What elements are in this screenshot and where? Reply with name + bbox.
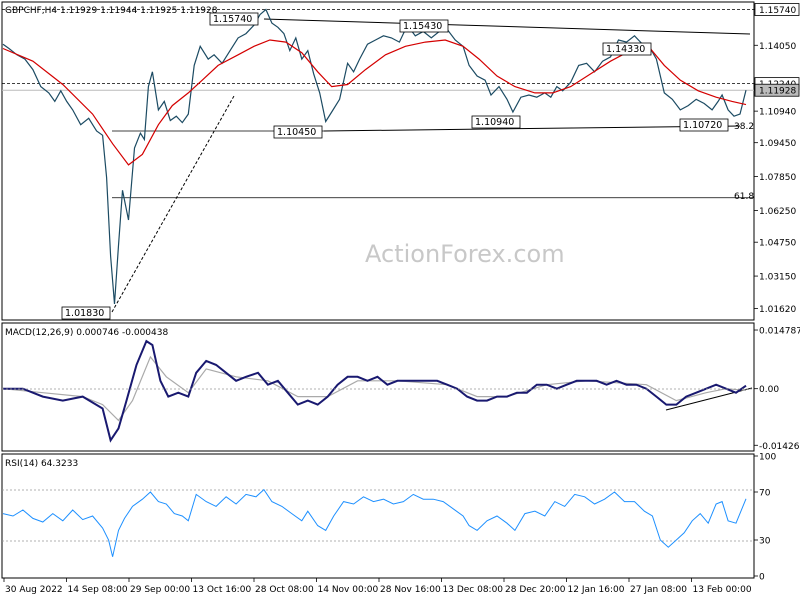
price-panel-frame (1, 1, 755, 321)
channel-lower-line (323, 125, 741, 132)
x-tick-label-4: 28 Oct 08:00 (255, 585, 314, 595)
rsi-y-axis: 100 70 30 0 (754, 453, 776, 583)
annotation-1-15430: 1.15430 (399, 19, 449, 33)
price-y-tick-box-0 (754, 3, 800, 16)
x-tick-label-11: 13 Feb 00:00 (693, 585, 752, 595)
macd-y-tick-label-1: 0.00 (759, 385, 779, 395)
price-y-axis: 1.157401.140501.122401.119281.109401.094… (754, 3, 800, 315)
annotation-1-10720: 1.10720 (679, 118, 729, 132)
channel-upper-line (263, 18, 751, 35)
annotation-1-01830: 1.01830 (61, 306, 111, 320)
annotation-1-14330: 1.14330 (602, 42, 652, 56)
rsi-y-tick-label-0: 100 (759, 453, 776, 463)
watermark: ActionForex.com (365, 240, 565, 268)
x-tick-label-1: 14 Sep 08:00 (68, 585, 128, 595)
annotation-1-15430-text: 1.15430 (403, 21, 442, 32)
annotation-1-15740: 1.15740 (209, 12, 259, 26)
rsi-y-tick-label-3: 0 (759, 573, 765, 583)
annotation-1-15740-text: 1.15740 (213, 14, 252, 25)
x-tick-label-5: 14 Nov 00:00 (318, 585, 379, 595)
price-y-tick-label-4: 1.10940 (759, 108, 796, 118)
x-tick-label-9: 12 Jan 16:00 (568, 585, 625, 595)
x-tick-label-3: 13 Oct 16:00 (193, 585, 252, 595)
rising-trendline (111, 95, 235, 313)
rsi-y-tick-label-1: 70 (759, 489, 771, 499)
annotation-1-14330-text: 1.14330 (606, 44, 645, 55)
annotation-1-01830-text: 1.01830 (65, 308, 104, 319)
x-tick-label-8: 28 Dec 20:00 (505, 585, 566, 595)
annotation-1-10450-text: 1.10450 (277, 127, 316, 138)
rsi-series-line (2, 488, 747, 557)
rsi-panel-frame (1, 453, 755, 579)
annotation-1-10940-text: 1.10940 (475, 117, 514, 128)
price-y-tick-label-3: 1.11928 (759, 87, 796, 97)
rsi-panel-title: RSI(14) 64.3233 (5, 459, 78, 469)
fib-38-label: 38.2 (734, 122, 754, 132)
rsi-y-tick-label-2: 30 (759, 537, 771, 547)
price-y-tick-label-1: 1.14050 (759, 42, 796, 52)
annotation-1-10720-text: 1.10720 (683, 120, 722, 131)
x-tick-label-10: 27 Jan 08:00 (630, 585, 687, 595)
price-y-tick-label-0: 1.15740 (759, 6, 796, 16)
price-y-tick-label-8: 1.04750 (759, 239, 796, 249)
x-tick-label-2: 29 Sep 00:00 (130, 585, 190, 595)
time-x-axis: 30 Aug 2022 14 Sep 08:00 29 Sep 00:00 13 Oc… (3, 578, 752, 595)
x-tick-label-7: 13 Dec 08:00 (443, 585, 504, 595)
price-y-tick-label-5: 1.09450 (759, 139, 796, 149)
macd-panel-frame (1, 322, 755, 452)
price-y-tick-label-7: 1.06250 (759, 207, 796, 217)
macd-panel-title: MACD(12,26,9) 0.000746 -0.000438 (5, 328, 168, 338)
price-y-tick-label-10: 1.01620 (759, 305, 796, 315)
fib-61-label: 61.8 (734, 192, 754, 202)
price-panel-title: GBPCHF,H4 1.11929 1.11944 1.11925 1.1192… (5, 6, 218, 16)
price-y-tick-label-9: 1.03150 (759, 273, 796, 283)
annotation-1-10450: 1.10450 (273, 125, 323, 139)
annotation-1-10940: 1.10940 (471, 115, 521, 129)
macd-y-tick-label-2: -0.014263 (759, 442, 800, 452)
macd-y-tick-label-0: 0.014787 (759, 327, 800, 337)
x-tick-label-6: 28 Nov 16:00 (380, 585, 441, 595)
macd-y-axis: 0.014787 0.00 -0.014263 (754, 327, 800, 452)
macd-series-line (3, 339, 747, 443)
price-levels (2, 9, 754, 199)
price-y-tick-box-3 (754, 83, 800, 97)
x-tick-label-0: 30 Aug 2022 (5, 585, 63, 595)
price-y-tick-label-6: 1.07850 (759, 173, 796, 183)
